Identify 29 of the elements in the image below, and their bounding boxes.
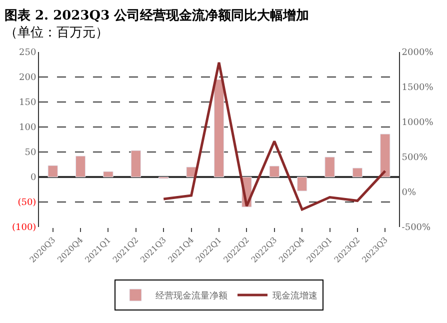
y2-tick-label: 1500% — [402, 83, 434, 94]
y-tick-label: 150 — [19, 98, 36, 108]
y2-tick-label: 2000% — [402, 48, 434, 58]
y2-tick-label: 500% — [402, 153, 428, 164]
bar — [130, 150, 142, 178]
chart-subtitle: （单位：百万元） — [4, 25, 108, 40]
bar — [324, 156, 335, 178]
y2-tick-label: 1000% — [402, 118, 434, 128]
y2-tick-label: 0% — [402, 188, 417, 198]
y-tick-label: 200 — [19, 73, 36, 84]
y-tick-label: 0 — [30, 173, 36, 184]
bar — [352, 168, 363, 178]
bar — [214, 79, 224, 178]
y-tick-label: 50 — [24, 148, 36, 158]
bar — [75, 156, 86, 178]
y2-tick-label: -500% — [402, 223, 432, 234]
y-tick-label: 100 — [19, 123, 36, 134]
chart-title: 图表 2. 2023Q3 公司经营现金流净额同比大幅增加 — [4, 7, 310, 24]
y-tick-label: 250 — [19, 48, 36, 58]
y-tick-label: (100) — [12, 223, 36, 234]
bar — [269, 166, 280, 178]
y-tick-label: (50) — [18, 198, 36, 208]
bar — [103, 171, 114, 178]
bar — [48, 165, 58, 178]
legend-label: 现金流增速 — [272, 290, 318, 302]
line-series — [162, 61, 386, 211]
bar — [380, 134, 390, 178]
bar — [296, 176, 308, 192]
legend-label: 经营现金流量净额 — [156, 290, 228, 302]
